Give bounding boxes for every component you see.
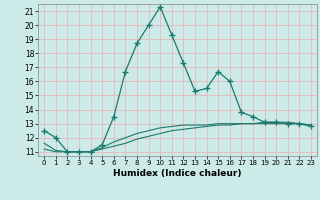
X-axis label: Humidex (Indice chaleur): Humidex (Indice chaleur) (113, 169, 242, 178)
